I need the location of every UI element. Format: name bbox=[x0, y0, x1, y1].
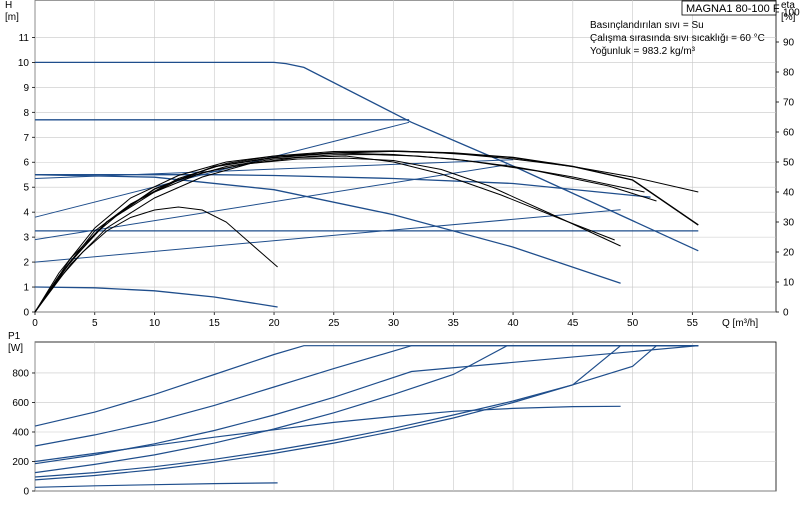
y2-axis-unit: [%] bbox=[781, 12, 796, 23]
head-curve bbox=[35, 174, 651, 198]
y-tick-label: 7 bbox=[23, 133, 29, 144]
system-curve bbox=[34, 121, 410, 218]
power-axis-unit: [W] bbox=[8, 343, 23, 354]
x-tick-label: 30 bbox=[388, 318, 400, 329]
power-curve bbox=[34, 345, 699, 427]
y-tick-label: 8 bbox=[23, 108, 29, 119]
y2-axis-label: eta bbox=[781, 0, 795, 11]
y-tick-label: 4 bbox=[23, 208, 29, 219]
x-tick-label: 0 bbox=[32, 318, 38, 329]
power-y-tick-label: 600 bbox=[12, 398, 29, 409]
y-tick-label: 9 bbox=[23, 83, 29, 94]
y2-tick-label: 100 bbox=[783, 8, 800, 19]
y2-tick-label: 30 bbox=[783, 218, 795, 229]
x-axis-label: Q [m³/h] bbox=[722, 318, 758, 329]
x-tick-label: 5 bbox=[92, 318, 98, 329]
annotation-density: Yoğunluk = 983.2 kg/m³ bbox=[590, 46, 696, 57]
power-y-tick-label: 200 bbox=[12, 457, 29, 468]
power-curve bbox=[34, 405, 621, 463]
power-curve bbox=[34, 345, 699, 474]
y-tick-label: 1 bbox=[23, 283, 29, 294]
x-tick-label: 55 bbox=[687, 318, 699, 329]
power-curve bbox=[34, 345, 699, 481]
power-curve bbox=[34, 345, 699, 478]
y2-tick-label: 50 bbox=[783, 158, 795, 169]
x-tick-label: 20 bbox=[268, 318, 280, 329]
power-panel: 0 200 400 600 800 bbox=[12, 341, 777, 498]
y2-tick-label: 60 bbox=[783, 128, 795, 139]
x-tick-label: 35 bbox=[448, 318, 460, 329]
y2-tick-label: 20 bbox=[783, 248, 795, 259]
annotation-fluid: Basınçlandırılan sıvı = Su bbox=[590, 20, 704, 31]
system-curve bbox=[34, 159, 514, 179]
y2-tick-label: 10 bbox=[783, 278, 795, 289]
head-efficiency-panel: 0 5 10 15 20 25 30 35 40 45 50 55012345678910110102… bbox=[18, 0, 800, 329]
y-tick-label: 10 bbox=[18, 58, 30, 69]
x-tick-label: 10 bbox=[149, 318, 161, 329]
x-tick-label: 45 bbox=[567, 318, 579, 329]
efficiency-curve bbox=[34, 155, 615, 313]
y-tick-label: 0 bbox=[23, 308, 29, 319]
power-y-tick-label: 0 bbox=[23, 487, 29, 498]
head-curve bbox=[34, 286, 278, 308]
efficiency-curve bbox=[34, 152, 645, 313]
power-y-tick-label: 800 bbox=[12, 368, 29, 379]
x-tick-label: 40 bbox=[508, 318, 520, 329]
x-tick-label: 50 bbox=[627, 318, 639, 329]
annotation-temperature: Çalışma sırasında sıvı sıcaklığı = 60 °C bbox=[590, 33, 765, 44]
y2-tick-label: 70 bbox=[783, 98, 795, 109]
x-tick-label: 25 bbox=[328, 318, 340, 329]
y-tick-label: 2 bbox=[23, 258, 29, 269]
chart-title: MAGNA1 80-100 F bbox=[686, 3, 780, 15]
power-curve bbox=[34, 482, 278, 488]
y-axis-unit: [m] bbox=[5, 12, 19, 23]
y-tick-label: 5 bbox=[23, 183, 29, 194]
y-tick-label: 11 bbox=[19, 33, 30, 44]
power-axis-label: P1 bbox=[8, 331, 21, 342]
y2-tick-label: 90 bbox=[783, 38, 795, 49]
efficiency-curve bbox=[34, 150, 699, 313]
plot-area-bottom bbox=[34, 341, 777, 492]
y-tick-label: 6 bbox=[23, 158, 29, 169]
efficiency-curve bbox=[34, 206, 278, 313]
system-curve bbox=[34, 209, 621, 263]
y-tick-label: 3 bbox=[23, 233, 29, 244]
head-curve bbox=[34, 174, 621, 284]
y2-tick-label: 80 bbox=[783, 68, 795, 79]
y-axis-label: H bbox=[5, 0, 12, 11]
x-tick-label: 15 bbox=[209, 318, 221, 329]
power-y-tick-label: 400 bbox=[12, 427, 29, 438]
power-curve bbox=[34, 345, 699, 447]
y2-tick-label: 0 bbox=[783, 308, 789, 319]
y2-tick-label: 40 bbox=[783, 188, 795, 199]
power-curve bbox=[34, 345, 699, 465]
title-box bbox=[681, 0, 777, 16]
